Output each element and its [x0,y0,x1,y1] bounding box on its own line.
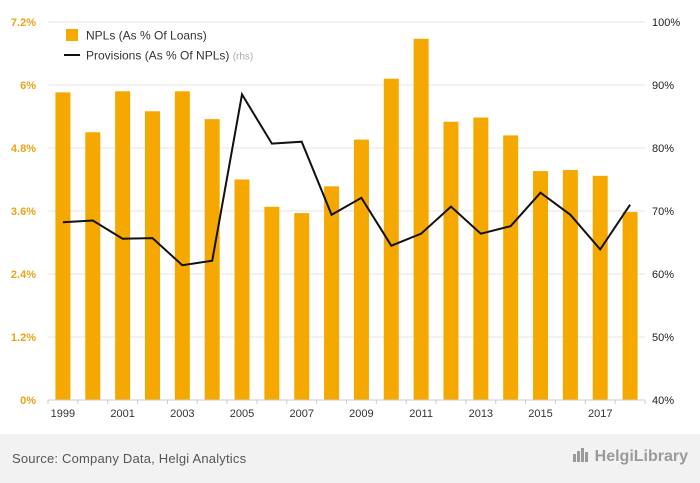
y-left-tick-label: 2.4% [11,269,36,281]
brand-logo: HelgiLibrary [572,448,688,466]
bar [294,213,310,400]
legend-label-npls: NPLs (As % Of Loans) [86,29,207,43]
bar [85,132,101,400]
chart-canvas: 0% 40% 1.2% 50% 2.4% 60% 3.6% 70% 4.8% 80% 6% 90% 7.… [11,17,680,420]
y-right-tick-label: 40% [652,395,674,407]
y-right-tick-label: 60% [652,269,674,281]
x-tick-label: 2013 [469,408,493,420]
y-left-tick-label: 7.2% [11,17,36,29]
bar [353,139,369,400]
x-tick-label: 2007 [289,408,313,420]
bar [473,117,489,401]
legend-swatch-npls [66,29,78,41]
bar [383,78,399,400]
y-right-tick-label: 80% [652,143,674,155]
x-tick-label: 2017 [588,408,612,420]
brand-name: HelgiLibrary [594,448,688,465]
grid-lines [48,21,645,401]
bar-series-npls [55,38,638,401]
y-right-tick-label: 70% [652,206,674,218]
y-left-tick-label: 3.6% [11,206,36,218]
x-tick-label: 2003 [170,408,194,420]
y-left-tick-label: 6% [20,80,36,92]
bar [324,186,340,400]
bar [234,179,250,400]
bar [264,206,280,400]
library-logo-icon [572,448,588,462]
line-series-provisions [62,91,631,267]
legend-rhs-suffix: (rhs) [233,52,254,63]
provisions-line [62,91,631,267]
y-right-tick-label: 90% [652,80,674,92]
bar [413,38,429,401]
y-right-tick-label: 50% [652,332,674,344]
bar [533,171,549,400]
axes: 0% 40% 1.2% 50% 2.4% 60% 3.6% 70% 4.8% 80% 6% 90% 7.… [11,17,680,420]
x-tick-label: 1999 [51,408,75,420]
bar [115,91,131,401]
bar [503,135,519,400]
y-left-tick-label: 1.2% [11,332,36,344]
y-left-tick-label: 0% [20,395,36,407]
bar [592,175,608,400]
x-tick-label: 2009 [349,408,373,420]
x-tick-label: 2015 [528,408,552,420]
source-note: Source: Company Data, Helgi Analytics [12,451,247,466]
legend: NPLs (As % Of Loans) Provisions (As % Of … [64,29,253,63]
bar [144,111,160,400]
legend-label-provisions: Provisions (As % Of NPLs) (rhs) [86,49,253,63]
y-left-tick-label: 4.8% [11,143,36,155]
x-tick-label: 2001 [110,408,134,420]
bar [174,91,190,401]
y-right-tick-label: 100% [652,17,680,29]
bar [55,92,71,400]
bar [443,121,459,400]
bar [562,170,578,400]
bar [622,212,638,400]
footer-bar: Source: Company Data, Helgi Analytics He… [0,434,700,483]
x-tick-label: 2005 [230,408,254,420]
x-tick-label: 2011 [409,408,433,420]
